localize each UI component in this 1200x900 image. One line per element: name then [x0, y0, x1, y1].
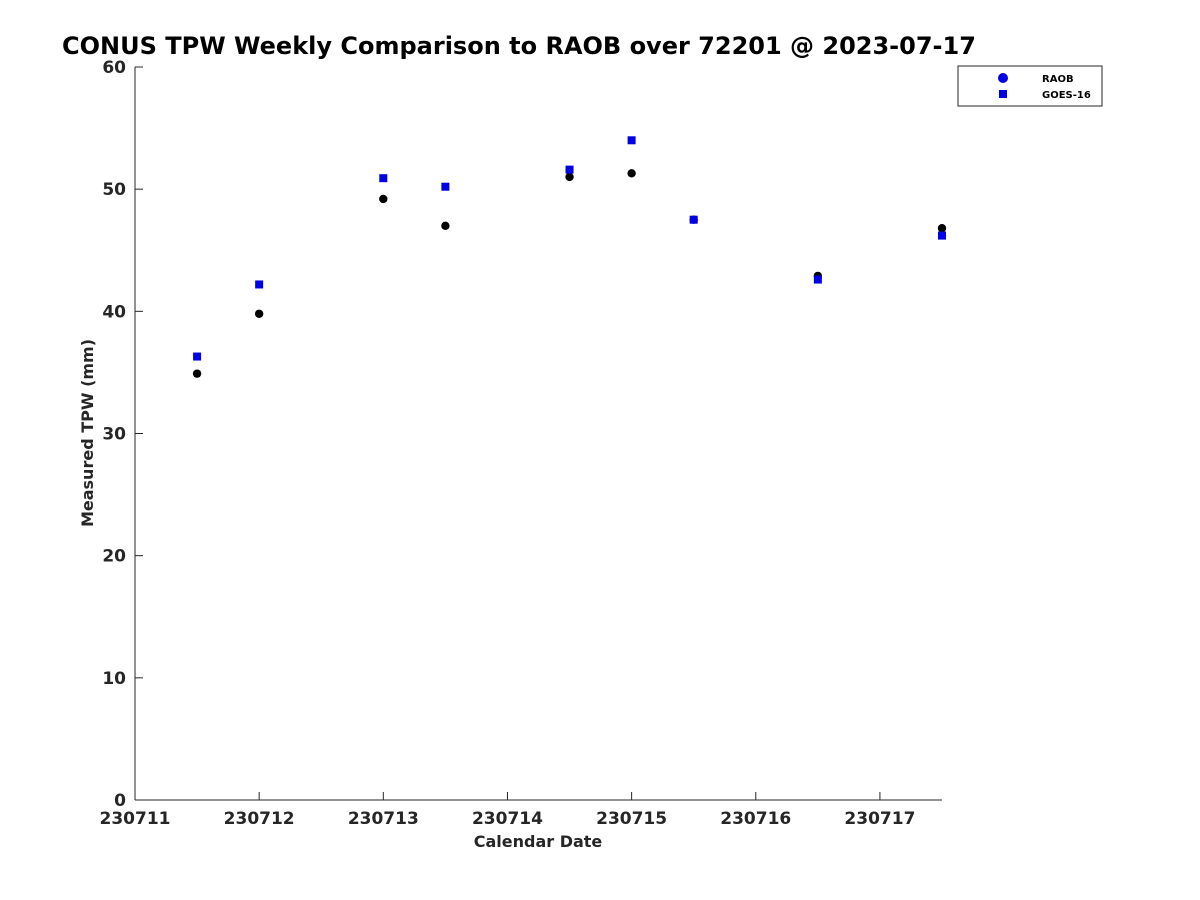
legend: RAOB GOES-16: [957, 65, 1103, 107]
goes-16-legend-label: GOES-16: [1042, 90, 1091, 101]
goes-16-point: [689, 215, 698, 224]
goes-16-point: [441, 182, 450, 191]
raob-point: [192, 369, 202, 378]
raob-point: [627, 169, 636, 178]
data-points: [192, 136, 947, 378]
goes-16-point: [813, 275, 822, 284]
y-tick-label: 20: [102, 547, 126, 567]
raob-point: [565, 172, 574, 182]
x-tick-label: 230714: [472, 809, 543, 829]
y-tick-label: 0: [114, 791, 126, 811]
chart-title: CONUS TPW Weekly Comparison to RAOB over…: [62, 32, 976, 60]
goes-16-point: [193, 352, 202, 361]
x-axis-label: Calendar Date: [474, 832, 603, 851]
y-axis-ticks: 0 10 20 30 40 50 60: [102, 58, 143, 811]
y-tick-label: 60: [102, 58, 126, 78]
x-tick-label: 230717: [844, 809, 915, 829]
goes-16-point: [565, 165, 574, 174]
raob-point: [441, 221, 450, 231]
plot-axes: [134, 67, 942, 801]
y-tick-label: 50: [102, 180, 126, 200]
legend-box: [957, 65, 1103, 107]
y-tick-label: 40: [102, 302, 126, 322]
goes-16-point: [379, 174, 388, 183]
y-tick-label: 30: [102, 425, 126, 445]
y-tick-label: 10: [102, 669, 126, 689]
raob-legend-label: RAOB: [1042, 74, 1074, 85]
x-tick-label: 230715: [596, 809, 667, 829]
goes-16-point: [627, 136, 636, 145]
raob-legend-marker: [998, 73, 1008, 83]
raob-point: [937, 224, 947, 233]
x-tick-label: 230712: [224, 809, 295, 829]
goes-16-legend-marker: [999, 90, 1007, 98]
x-tick-label: 230713: [348, 809, 419, 829]
x-tick-label: 230716: [720, 809, 791, 829]
x-tick-label: 230711: [100, 809, 171, 829]
raob-point: [254, 309, 264, 318]
raob-point: [379, 194, 388, 204]
y-axis-label: Measured TPW (mm): [78, 339, 97, 527]
goes-16-point: [255, 280, 264, 289]
x-axis-ticks: 230711 230712 230713 230714 230715 230716 2307…: [100, 792, 915, 829]
goes-16-point: [938, 231, 946, 240]
